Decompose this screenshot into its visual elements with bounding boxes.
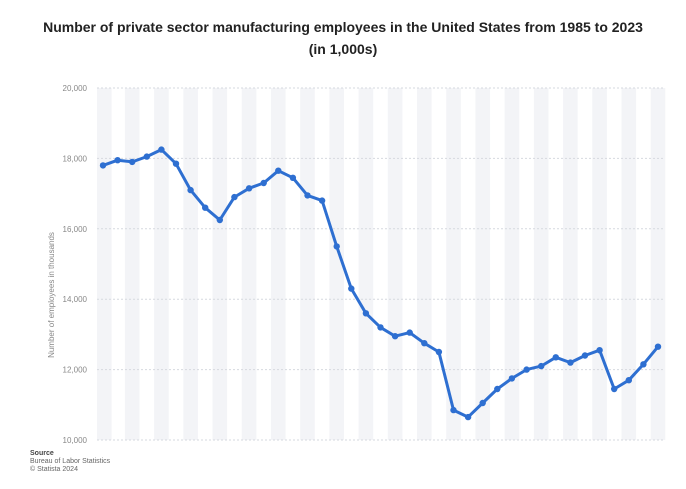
data-point[interactable]	[333, 243, 340, 250]
data-point[interactable]	[260, 179, 267, 187]
x-band	[270, 88, 286, 440]
chart-title: Number of private sector manufacturing e…	[43, 19, 643, 57]
data-point[interactable]	[158, 146, 165, 153]
x-band	[446, 88, 461, 440]
x-band	[358, 88, 374, 440]
x-band	[592, 88, 607, 440]
y-tick-label: 10,000	[63, 436, 88, 445]
y-axis-label: Number of employees in thousands	[47, 232, 56, 358]
x-band	[212, 88, 228, 440]
x-band	[475, 88, 491, 440]
data-point[interactable]	[231, 193, 238, 201]
x-band	[387, 88, 403, 440]
data-point[interactable]	[304, 192, 311, 199]
x-band	[650, 88, 666, 440]
x-band	[124, 88, 140, 440]
data-point[interactable]	[625, 377, 632, 384]
source-name: Bureau of Labor Statistics	[30, 458, 111, 465]
data-point[interactable]	[406, 329, 413, 336]
x-band	[97, 88, 112, 440]
data-point[interactable]	[538, 362, 545, 370]
data-point[interactable]	[391, 333, 399, 340]
data-point[interactable]	[348, 285, 355, 292]
y-tick-label: 20,000	[63, 84, 88, 93]
data-point[interactable]	[479, 399, 486, 407]
y-tick-label: 14,000	[63, 295, 88, 304]
gridlines	[97, 87, 664, 441]
data-point[interactable]	[362, 310, 370, 317]
data-point[interactable]	[318, 197, 326, 204]
data-point[interactable]	[596, 347, 603, 354]
data-point[interactable]	[640, 361, 647, 368]
data-point[interactable]	[494, 385, 501, 393]
data-point[interactable]	[377, 324, 384, 331]
copyright: © Statista 2024	[30, 466, 78, 473]
data-point[interactable]	[464, 413, 472, 421]
x-band	[154, 88, 169, 440]
data-point[interactable]	[275, 167, 282, 174]
data-point[interactable]	[421, 340, 428, 347]
data-point[interactable]	[508, 375, 516, 382]
data-point[interactable]	[172, 160, 180, 167]
x-band	[563, 88, 578, 440]
data-point[interactable]	[289, 174, 297, 181]
data-point[interactable]	[611, 385, 618, 393]
y-tick-label: 18,000	[63, 154, 88, 163]
source-heading: Source	[30, 450, 54, 457]
data-point[interactable]	[216, 216, 223, 224]
x-bands	[97, 88, 666, 440]
data-point[interactable]	[99, 162, 107, 169]
data-point[interactable]	[654, 343, 662, 350]
x-band	[183, 88, 198, 440]
data-points	[99, 146, 662, 421]
data-point[interactable]	[143, 153, 150, 160]
data-point[interactable]	[129, 158, 136, 166]
data-point[interactable]	[581, 352, 589, 359]
data-point[interactable]	[245, 185, 253, 192]
x-band	[504, 88, 520, 440]
data-point[interactable]	[435, 348, 443, 356]
x-band	[621, 88, 637, 440]
x-band	[533, 88, 549, 440]
x-band	[329, 88, 344, 440]
y-tick-label: 16,000	[63, 225, 88, 234]
x-band	[417, 88, 432, 440]
data-point[interactable]	[552, 354, 559, 361]
x-band	[300, 88, 315, 440]
data-point[interactable]	[202, 204, 209, 211]
y-tick-label: 12,000	[63, 366, 88, 375]
data-point[interactable]	[567, 359, 574, 366]
y-tick-labels: 20,000 18,000 16,000 14,000 12,000 10,000	[63, 84, 88, 445]
source-block: Source Bureau of Labor Statistics © Stat…	[30, 450, 110, 474]
x-band	[241, 88, 257, 440]
data-point[interactable]	[187, 186, 194, 194]
data-point[interactable]	[450, 406, 457, 414]
data-point[interactable]	[523, 366, 530, 373]
data-point[interactable]	[114, 157, 121, 164]
